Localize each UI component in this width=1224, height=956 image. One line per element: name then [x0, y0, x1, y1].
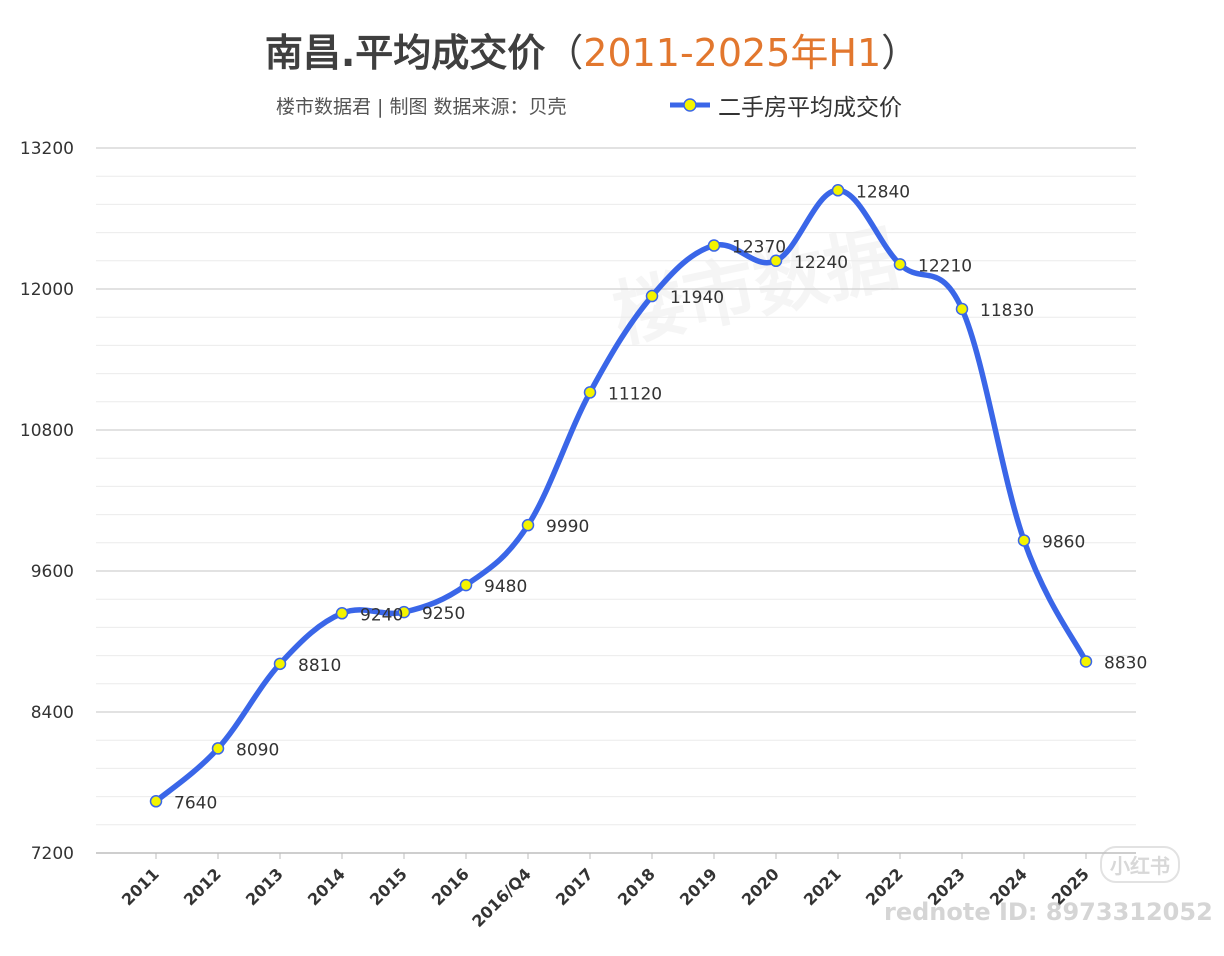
x-tick-label: 2016/Q4 [468, 864, 535, 931]
data-point-marker[interactable] [831, 184, 845, 197]
data-label: 7640 [174, 793, 217, 813]
title-paren-close: ） [881, 31, 920, 75]
data-label: 8090 [236, 740, 279, 760]
data-label: 9250 [422, 604, 465, 624]
data-point-marker[interactable] [397, 605, 411, 619]
legend-series-label: 二手房平均成交价 [718, 95, 902, 121]
x-tick-label: 2021 [800, 864, 845, 909]
data-labels: 7640 8090 8810 9240 9250 9480 9990 11120 11940 12… [174, 182, 1147, 813]
chart-title: 南昌.平均成交价（2011-2025年H1） [0, 22, 1184, 77]
gridlines [96, 147, 1136, 854]
data-label: 9990 [546, 517, 589, 537]
data-point-marker[interactable] [459, 578, 473, 592]
data-label: 12210 [918, 256, 972, 276]
x-tick-label: 2020 [738, 864, 783, 909]
data-label: 9480 [484, 577, 527, 597]
data-label: 11120 [608, 384, 662, 404]
data-point-marker[interactable] [583, 386, 597, 399]
data-point-marker[interactable] [149, 795, 163, 808]
x-tick-label: 2016 [428, 864, 473, 909]
source-id-watermark: rednote ID: 8973312052 [884, 898, 1213, 926]
data-label: 12240 [794, 253, 848, 273]
x-tick-label: 2015 [366, 864, 411, 909]
data-label: 12840 [856, 182, 910, 202]
chart-credit: 楼市数据君 | 制图 数据来源：贝壳 [276, 96, 567, 118]
series-line [153, 187, 1089, 805]
y-axis: 7200 8400 9600 10800 12000 13200 [20, 139, 74, 864]
legend: 二手房平均成交价 [668, 88, 902, 122]
data-label: 11830 [980, 301, 1034, 321]
title-highlight: 2011-2025年H1 [583, 31, 882, 75]
y-tick-label: 7200 [31, 844, 74, 864]
data-label: 11940 [670, 288, 724, 308]
y-tick-label: 10800 [20, 421, 74, 441]
data-point-marker[interactable] [211, 742, 225, 755]
x-tick-label: 2019 [676, 864, 721, 909]
data-point-marker[interactable] [1079, 655, 1093, 668]
y-tick-label: 9600 [31, 562, 74, 582]
y-tick-label: 12000 [20, 280, 74, 300]
data-label: 8810 [298, 656, 341, 676]
x-tick-label: 2018 [614, 864, 659, 909]
title-main: 南昌.平均成交价 [264, 31, 546, 75]
data-point-marker[interactable] [273, 657, 287, 671]
data-point-marker[interactable] [645, 289, 659, 303]
y-tick-label: 8400 [31, 703, 74, 723]
x-tick-label: 2014 [304, 864, 349, 909]
data-points [149, 184, 1093, 808]
data-label: 9860 [1042, 532, 1085, 552]
x-tick-label: 2013 [242, 864, 287, 909]
data-label: 9240 [360, 605, 403, 625]
data-point-marker[interactable] [1017, 534, 1031, 547]
data-label: 12370 [732, 238, 786, 258]
x-tick-label: 2012 [180, 864, 225, 909]
data-point-marker[interactable] [893, 258, 907, 271]
legend-line-marker-icon [670, 98, 710, 112]
data-point-marker[interactable] [521, 518, 535, 532]
data-label: 8830 [1104, 653, 1147, 673]
title-paren-open: （ [545, 31, 584, 75]
data-point-marker[interactable] [707, 239, 721, 252]
data-point-marker[interactable] [769, 254, 783, 268]
data-point-marker[interactable] [335, 607, 349, 620]
y-tick-label: 13200 [20, 139, 74, 159]
x-tick-label: 2017 [552, 864, 597, 909]
x-tick-label: 2011 [118, 864, 163, 909]
brand-logo-mark: 小红书 [1100, 846, 1180, 883]
data-point-marker[interactable] [955, 302, 969, 316]
series-line-path [153, 187, 1089, 805]
